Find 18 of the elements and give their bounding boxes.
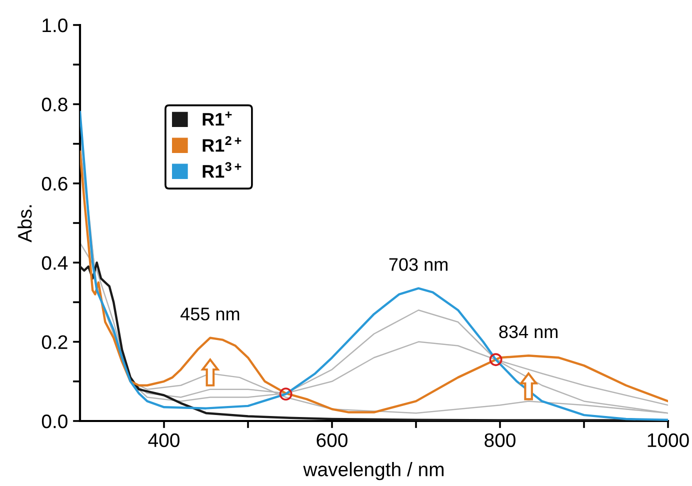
y-tick-label: 1.0 — [42, 18, 68, 32]
y-tick-label: 0.6 — [42, 176, 68, 191]
x-tick-label: 600 — [316, 433, 348, 448]
y-tick-label: 0.0 — [42, 414, 68, 428]
x-tick-label: 1000 — [648, 433, 689, 448]
annotation: 703 nm — [389, 258, 448, 271]
x-axis-title: wavelength / nm — [303, 462, 444, 480]
x-tick-label: 400 — [148, 433, 180, 448]
y-tick-label: 0.8 — [42, 98, 68, 112]
legend-label: R1$^{2+}$ — [202, 136, 242, 152]
legend-label: R1$^{3+}$ — [202, 162, 242, 178]
y-tick-label: 0.2 — [42, 335, 68, 350]
annotation: 834 nm — [499, 325, 558, 338]
x-tick-label: 800 — [484, 433, 516, 448]
annotation: 455 nm — [180, 308, 240, 320]
legend-label: R1$^{+}$ — [202, 111, 232, 126]
y-axis-title: Abs. — [17, 205, 32, 242]
y-tick-label: 0.4 — [42, 256, 68, 270]
